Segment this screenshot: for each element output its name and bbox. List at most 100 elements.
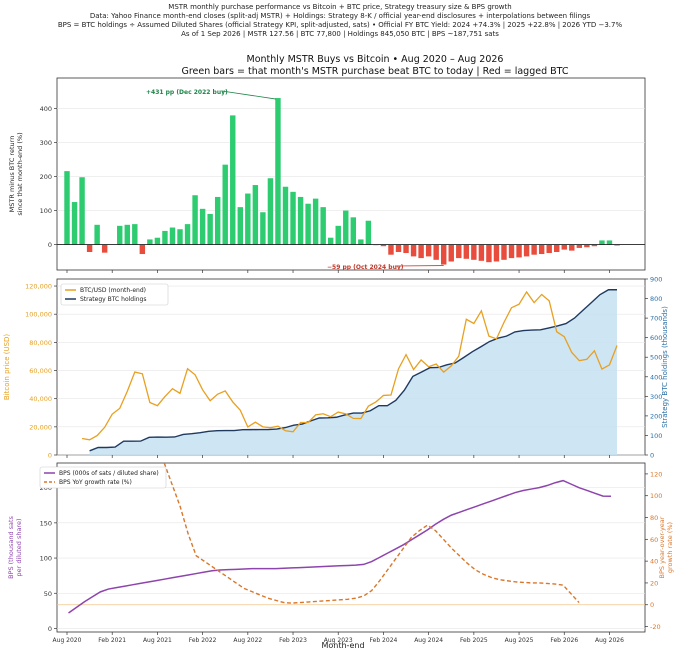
bar <box>554 245 559 252</box>
panel1-title: Monthly MSTR Buys vs Bitcoin • Aug 2020 … <box>247 54 504 65</box>
bar <box>426 245 431 257</box>
panel2-y2-tick-label: 100 <box>650 432 662 440</box>
x-tick-label: Aug 2022 <box>233 637 262 644</box>
bar <box>275 98 280 244</box>
bar <box>328 238 333 245</box>
annotation-arrow <box>222 91 276 99</box>
panel2-y-tick-label: 40,000 <box>29 395 52 403</box>
panel3-y-tick-label: 150 <box>40 519 52 527</box>
bar <box>192 195 197 244</box>
bar <box>599 240 604 244</box>
panel2-y-tick-label: 120,000 <box>25 283 52 291</box>
bar <box>72 202 77 244</box>
header-line-2: Data: Yahoo Finance month-end closes (sp… <box>90 12 591 20</box>
bar <box>351 217 356 244</box>
bps-yoy-line <box>164 463 579 603</box>
legend-label-yoy: BPS YoY growth rate (%) <box>59 479 132 486</box>
panel1-y-tick-label: 100 <box>40 207 52 215</box>
x-tick-label: Feb 2023 <box>279 637 307 644</box>
bar <box>238 207 243 244</box>
panel3-y2-label-line2: growth rate (%) <box>666 522 674 573</box>
bar <box>607 240 612 244</box>
bar <box>253 185 258 244</box>
panel3-y2-tick-label: -20 <box>650 623 661 631</box>
bar <box>486 245 491 263</box>
legend-label-holdings: Strategy BTC holdings <box>80 296 147 303</box>
panel2-y-tick-label: 20,000 <box>29 423 52 431</box>
panel3-y2-tick-label: 20 <box>650 579 658 587</box>
x-tick-label: Feb 2025 <box>460 637 488 644</box>
bar <box>464 245 469 259</box>
holdings-area <box>90 290 617 455</box>
x-tick-label: Feb 2022 <box>189 637 217 644</box>
header-line-1: MSTR monthly purchase performance vs Bit… <box>168 3 511 11</box>
bar <box>185 224 190 244</box>
panel1-y-label-line1: MSTR minus BTC return <box>8 136 16 213</box>
bar <box>215 197 220 245</box>
x-tick-label: Aug 2024 <box>414 637 443 644</box>
bar <box>358 239 363 244</box>
panel2-y2-tick-label: 900 <box>650 276 662 284</box>
bar <box>102 245 107 253</box>
bar <box>117 226 122 245</box>
panel1-y-tick-label: 300 <box>40 139 52 147</box>
bar <box>94 225 99 245</box>
bar <box>162 231 167 245</box>
panel3-y2-tick-label: 100 <box>650 492 662 500</box>
bar <box>569 245 574 251</box>
bar <box>562 245 567 250</box>
bar <box>260 212 265 244</box>
bar <box>170 228 175 245</box>
bar <box>539 245 544 255</box>
panel2-y-label: Bitcoin price (USD) <box>3 334 11 401</box>
bar <box>501 245 506 260</box>
panel1-y-tick-label: 200 <box>40 173 52 181</box>
bar <box>411 245 416 257</box>
bar <box>87 245 92 252</box>
bar <box>471 245 476 260</box>
bar <box>320 207 325 244</box>
panel3-y-label-line2: per diluted share) <box>15 518 23 576</box>
legend-label-bps: BPS (000s of sats / diluted share) <box>59 470 159 477</box>
panel2-y2-tick-label: 0 <box>650 452 654 460</box>
bar <box>433 245 438 260</box>
bar <box>449 245 454 262</box>
x-tick-label: Feb 2026 <box>550 637 578 644</box>
x-tick-label: Aug 2026 <box>595 637 624 644</box>
panel3-legend: BPS (000s of sats / diluted share) BPS Yo… <box>40 467 166 488</box>
bar <box>441 245 446 265</box>
bar <box>147 239 152 244</box>
bar <box>200 209 205 245</box>
bar <box>479 245 484 261</box>
x-tick-label: Aug 2021 <box>143 637 172 644</box>
bar <box>245 194 250 245</box>
bar <box>64 171 69 244</box>
bar <box>223 165 228 245</box>
bar <box>177 229 182 244</box>
panel3-y-tick-label: 50 <box>44 590 52 598</box>
panel3-y2-label-line1: BPS year-over-year <box>658 516 666 578</box>
legend-label-btc: BTC/USD (month-end) <box>80 287 146 294</box>
bar <box>132 224 137 244</box>
x-tick-label: Aug 2020 <box>53 637 82 644</box>
bar <box>403 245 408 253</box>
annotation-min: −59 pp (Oct 2024 buy) <box>327 264 404 271</box>
panel1-y-tick-label: 400 <box>40 105 52 113</box>
bar <box>531 245 536 255</box>
bar <box>305 204 310 245</box>
bar <box>140 245 145 255</box>
panel2-y-tick-label: 60,000 <box>29 367 52 375</box>
x-axis-label: Month-end <box>321 641 364 650</box>
panel1-y-label-line2: since that month-end (%) <box>16 132 24 215</box>
panel2-y-tick-label: 100,000 <box>25 311 52 319</box>
bar <box>343 211 348 245</box>
bar <box>388 245 393 255</box>
bar <box>125 225 130 245</box>
panel3-y-tick-label: 0 <box>48 625 52 633</box>
panel2-y-tick-label: 80,000 <box>29 339 52 347</box>
bar <box>268 178 273 244</box>
bar <box>79 177 84 244</box>
